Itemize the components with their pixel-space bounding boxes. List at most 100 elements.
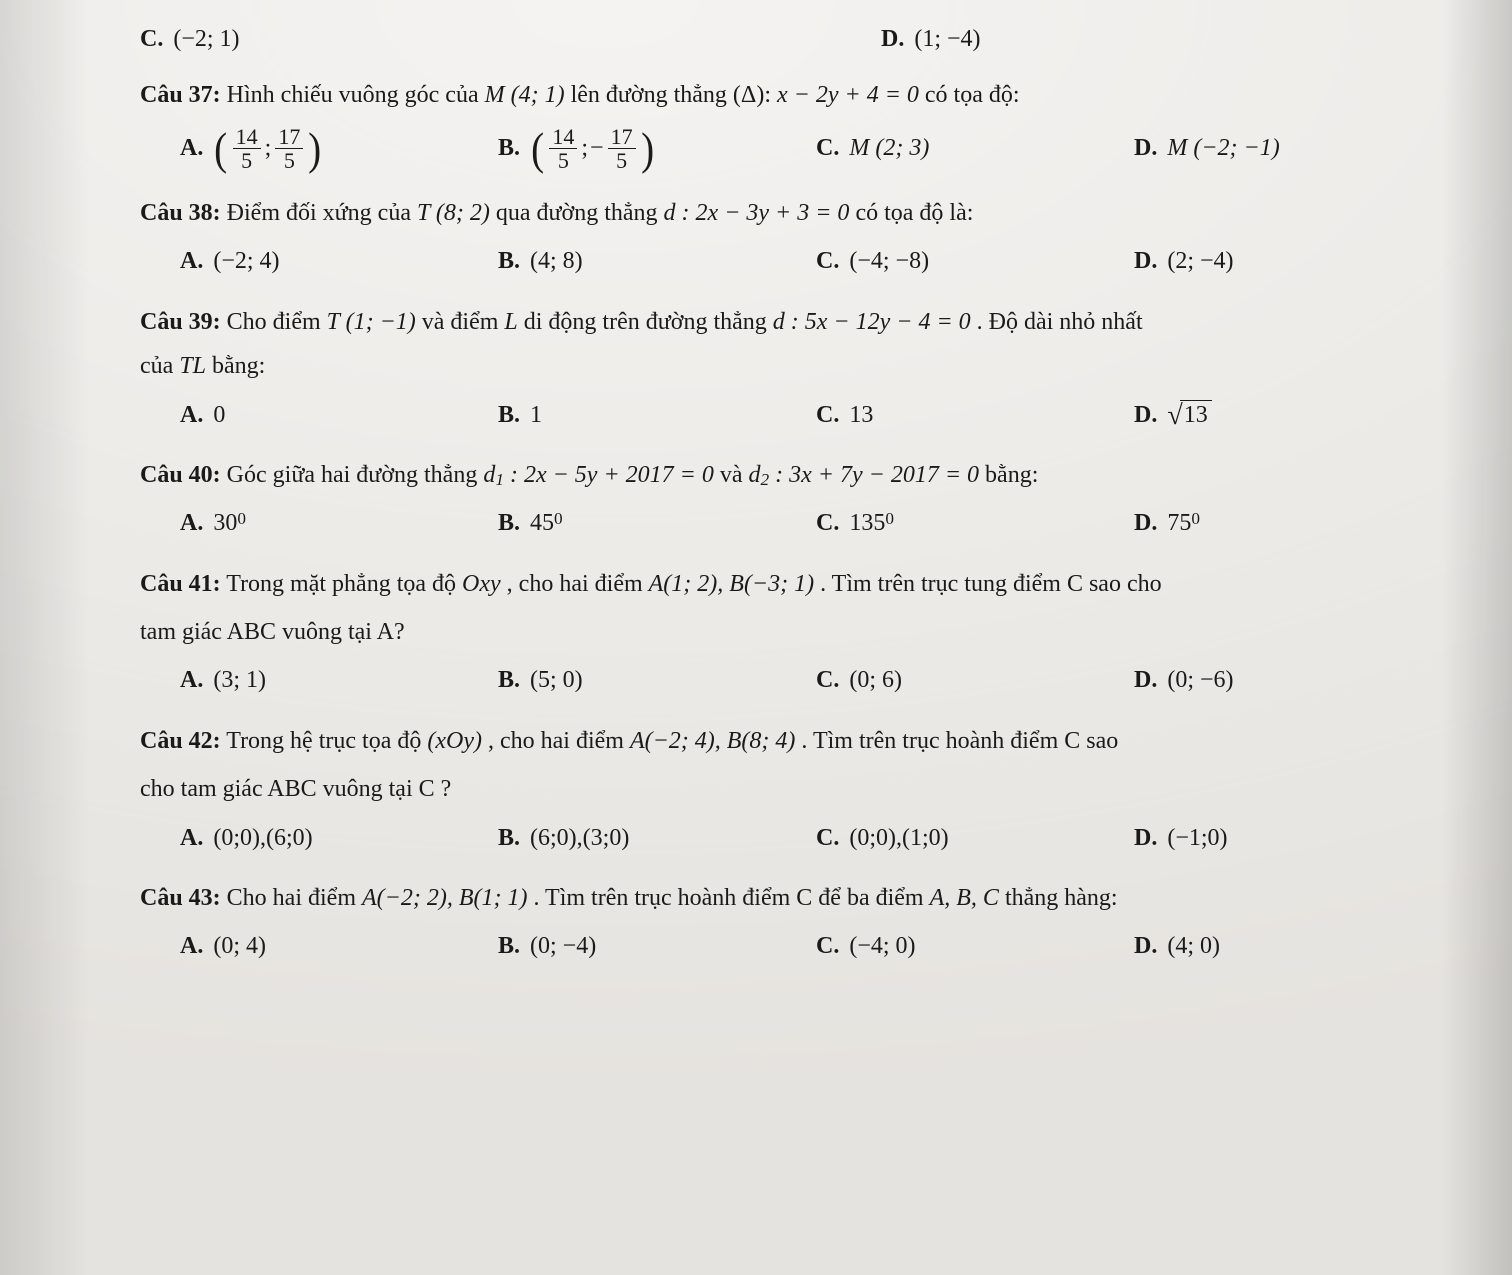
- q37-label: Câu 37:: [140, 82, 221, 108]
- option-key: D.: [1134, 396, 1157, 434]
- q43-option-b: B.(0; −4): [498, 927, 816, 965]
- paren-right: ): [641, 128, 654, 169]
- option-value: (−4; 0): [849, 927, 915, 965]
- ABC: A, B, C: [930, 885, 999, 911]
- segment-TL: TL: [179, 353, 206, 379]
- option-key: C.: [816, 504, 839, 542]
- point-L: L: [504, 309, 517, 335]
- q42-options: A. (0;0),(6;0) B. (6;0),(3;0) C.(0;0),(1;0…: [180, 819, 1452, 857]
- option-value: (2; −4): [1167, 242, 1233, 280]
- text: có tọa độ là:: [855, 200, 973, 226]
- option-key: A.: [180, 661, 203, 699]
- fraction-pair: ( 145 ; 175 ): [213, 125, 322, 172]
- option-value: (−2; 1): [173, 26, 239, 52]
- text: Hình chiếu vuông góc của: [227, 82, 485, 108]
- q42-label: Câu 42:: [140, 728, 221, 754]
- q37-option-b: B. ( 145 ; − 175 ): [498, 125, 816, 172]
- Oxy: Oxy: [462, 571, 501, 597]
- fraction-pair: ( 145 ; − 175 ): [530, 125, 655, 172]
- option-key: B.: [498, 129, 520, 167]
- option-key: A.: [180, 242, 203, 280]
- radicand: 13: [1180, 400, 1212, 430]
- option-value: M (−2; −1): [1167, 129, 1279, 167]
- q41-option-b: B.(5; 0): [498, 661, 816, 699]
- paren-left: (: [531, 128, 544, 169]
- q38-option-c: C.(−4; −8): [816, 242, 1134, 280]
- fraction: 175: [275, 125, 303, 172]
- option-value: M (2; 3): [849, 129, 929, 167]
- d2: d2: [749, 462, 770, 488]
- option-key: A.: [180, 819, 203, 857]
- q39-option-c: C.13: [816, 396, 1134, 434]
- exam-page: C. (−2; 1) D. (1; −4) Câu 37: Hình chiếu…: [140, 20, 1452, 966]
- option-value: (0; 4): [213, 927, 266, 965]
- q40-options: A.300 B.450 C.1350 D.750: [180, 504, 1452, 542]
- text: . Độ dài nhỏ nhất: [977, 309, 1143, 335]
- option-value: (3; 1): [213, 661, 266, 699]
- sep: ;: [581, 129, 588, 167]
- neg: −: [590, 129, 604, 167]
- text: Trong hệ trục tọa độ: [226, 728, 427, 754]
- q38-options: A.(−2; 4) B.(4; 8) C.(−4; −8) D.(2; −4): [180, 242, 1452, 280]
- text: bằng:: [985, 462, 1038, 488]
- option-value: (0;0),(6;0): [213, 819, 312, 857]
- prev-option-c: C. (−2; 1): [140, 20, 621, 58]
- q42-option-b: B. (6;0),(3;0): [498, 819, 816, 857]
- q37-stem: Câu 37: Hình chiếu vuông góc của M (4; 1…: [140, 76, 1452, 114]
- q40-label: Câu 40:: [140, 462, 221, 488]
- q41-stem-line2: tam giác ABC vuông tại A?: [140, 613, 1452, 651]
- option-value: 1: [530, 396, 542, 434]
- q40-option-b: B.450: [498, 504, 816, 542]
- option-key: D.: [1134, 661, 1157, 699]
- q39-stem-line2: của TL bằng:: [140, 347, 1452, 385]
- text: , cho hai điểm: [507, 571, 649, 597]
- q42-option-c: C.(0;0),(1;0): [816, 819, 1134, 857]
- q39-option-b: B. 1: [498, 396, 816, 434]
- q42-option-a: A. (0;0),(6;0): [180, 819, 498, 857]
- text: Trong mặt phẳng tọa độ: [226, 571, 462, 597]
- q40-option-d: D.750: [1134, 504, 1452, 542]
- fraction: 175: [608, 125, 636, 172]
- photo-shadow-left: [0, 0, 90, 1275]
- option-key: D.: [881, 26, 904, 52]
- q38-label: Câu 38:: [140, 200, 221, 226]
- xOy: (xOy): [427, 728, 482, 754]
- option-key: B.: [498, 396, 520, 434]
- option-value: (4; 8): [530, 242, 583, 280]
- option-key: B.: [498, 819, 520, 857]
- text: . Tìm trên trục hoành điểm C để ba điểm: [533, 885, 929, 911]
- q42-option-d: D.(−1;0): [1134, 819, 1452, 857]
- option-value: (6;0),(3;0): [530, 819, 629, 857]
- point-M: M (4; 1): [485, 82, 565, 108]
- option-value: 750: [1167, 504, 1200, 542]
- sqrt: √13: [1167, 400, 1211, 430]
- points: A(1; 2), B(−3; 1): [649, 571, 814, 597]
- option-key: A.: [180, 927, 203, 965]
- text: Điểm đối xứng của: [227, 200, 417, 226]
- option-value: 450: [530, 504, 563, 542]
- d1: d1: [483, 462, 504, 488]
- q43-label: Câu 43:: [140, 885, 221, 911]
- sep: ;: [265, 129, 272, 167]
- option-key: A.: [180, 396, 203, 434]
- fraction: 145: [549, 125, 577, 172]
- text: cho tam giác ABC vuông tại C ?: [140, 776, 451, 802]
- q42-stem: Câu 42: Trong hệ trục tọa độ (xOy) , cho…: [140, 722, 1452, 760]
- q38-option-d: D.(2; −4): [1134, 242, 1452, 280]
- option-key: C.: [816, 927, 839, 965]
- option-key: D.: [1134, 927, 1157, 965]
- q38-option-b: B.(4; 8): [498, 242, 816, 280]
- q41-option-d: D. (0; −6): [1134, 661, 1452, 699]
- option-value: (0; −4): [530, 927, 596, 965]
- q41-option-a: A. (3; 1): [180, 661, 498, 699]
- line-d: d : 2x − 3y + 3 = 0: [664, 200, 850, 226]
- option-value: (−1;0): [1167, 819, 1227, 857]
- text: Cho điểm: [227, 309, 327, 335]
- q43-option-c: C. (−4; 0): [816, 927, 1134, 965]
- option-value: (4; 0): [1167, 927, 1220, 965]
- q39-label: Câu 39:: [140, 309, 221, 335]
- option-key: A.: [180, 504, 203, 542]
- option-key: C.: [816, 661, 839, 699]
- text: bằng:: [212, 353, 265, 379]
- option-value: (0; −6): [1167, 661, 1233, 699]
